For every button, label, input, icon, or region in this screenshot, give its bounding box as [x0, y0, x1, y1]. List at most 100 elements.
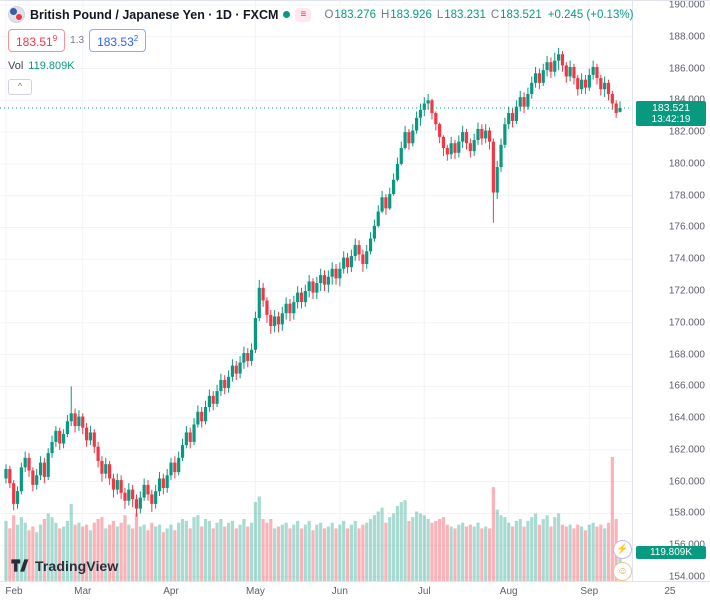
- volume-bar: [568, 524, 572, 581]
- candle-body: [284, 303, 288, 314]
- candle-body: [349, 256, 353, 268]
- volume-bar: [253, 502, 258, 581]
- candle-body: [165, 475, 169, 489]
- candle-body: [399, 148, 403, 164]
- candle-body: [491, 141, 495, 193]
- candle-body: [42, 462, 46, 477]
- symbol-title[interactable]: British Pound / Japanese Yen · 1D · FXCM: [30, 7, 279, 22]
- volume-bar: [276, 526, 281, 581]
- volume-bar: [388, 517, 392, 581]
- volume-bar: [480, 528, 484, 581]
- candle-body: [142, 484, 146, 498]
- candle-body: [246, 352, 250, 361]
- news-badge-icon[interactable]: ≡: [295, 7, 312, 22]
- candle-body: [441, 136, 446, 148]
- volume-bar: [154, 526, 158, 581]
- volume-bar: [184, 520, 188, 581]
- candle-body: [12, 483, 16, 504]
- emoji-button[interactable]: ☺: [613, 562, 632, 581]
- time-axis-label: 25: [664, 586, 676, 597]
- volume-bar: [146, 530, 150, 581]
- candle-body: [461, 132, 465, 142]
- volume-bar: [200, 526, 204, 581]
- volume-bar: [226, 522, 231, 581]
- volume-bar: [96, 519, 100, 581]
- open-value: 183.276: [334, 8, 376, 21]
- volume-bar: [127, 524, 131, 581]
- candle-body: [65, 421, 69, 434]
- volume-bar: [376, 511, 380, 581]
- candle-body: [50, 441, 54, 454]
- volume-bar: [223, 526, 227, 581]
- volume-bar: [476, 522, 480, 581]
- candle-body: [61, 434, 66, 444]
- candle-body: [15, 491, 20, 504]
- candle-body: [326, 276, 330, 285]
- candle-body: [35, 475, 39, 485]
- candle-body: [253, 318, 258, 350]
- tradingview-logo[interactable]: TradingView: [10, 556, 118, 575]
- volume-bar: [299, 528, 304, 581]
- volume-bar: [123, 515, 127, 581]
- volume-bar: [472, 526, 476, 581]
- volume-bar: [307, 520, 311, 581]
- candle-body: [484, 130, 488, 139]
- price-axis-label: 162.000: [668, 444, 705, 456]
- volume-bar: [169, 524, 173, 581]
- volume-bar: [357, 528, 361, 581]
- buy-button[interactable]: 183.532: [89, 29, 147, 52]
- price-axis-label: 154.000: [668, 571, 705, 583]
- volume-bar: [587, 524, 591, 581]
- candle-body: [430, 100, 434, 114]
- candle-body: [58, 430, 62, 444]
- lightning-button[interactable]: ⚡: [613, 540, 632, 559]
- candle-body: [487, 130, 492, 142]
- time-axis-label: Jun: [331, 586, 348, 597]
- candle-body: [553, 60, 557, 72]
- volume-bar: [61, 526, 66, 581]
- candle-body: [353, 244, 357, 257]
- volume-bar: [484, 526, 488, 581]
- volume-bar: [503, 517, 507, 581]
- candle-body: [211, 395, 215, 404]
- volume-bar: [46, 513, 50, 581]
- last-price-value: 183.521: [652, 101, 690, 114]
- candle-body: [560, 54, 565, 66]
- candle-body: [192, 424, 196, 442]
- candle-body: [215, 391, 219, 404]
- time-axis-label: May: [245, 586, 265, 597]
- volume-bar: [380, 507, 384, 581]
- price-axis[interactable]: 190.000 188.000 186.000 184.000 182.000 180.0…: [632, 1, 710, 583]
- sell-button[interactable]: 183.519: [8, 29, 66, 52]
- collapse-legend-button[interactable]: ^: [8, 79, 32, 95]
- volume-bar: [518, 519, 522, 581]
- volume-bar: [368, 519, 373, 581]
- candle-body: [357, 244, 361, 255]
- candle-body: [457, 141, 461, 153]
- candle-body: [365, 251, 369, 264]
- candle-body: [207, 395, 211, 407]
- candle-body: [123, 492, 127, 501]
- candle-body: [230, 365, 235, 377]
- candle-body: [288, 303, 292, 314]
- volume-bar: [81, 526, 85, 581]
- bar-countdown: 13:42:19: [651, 113, 691, 125]
- price-axis-label: 174.000: [668, 253, 705, 265]
- candle-body: [134, 499, 139, 509]
- volume-bar: [246, 526, 250, 581]
- candle-body: [338, 268, 342, 279]
- candle-body: [530, 82, 534, 94]
- price-axis-label: 164.000: [668, 412, 705, 424]
- volume-bar: [180, 519, 185, 581]
- volume-bar: [349, 524, 353, 581]
- candle-body: [537, 73, 542, 83]
- sell-price: 183.51: [16, 35, 53, 49]
- candle-body: [173, 462, 177, 473]
- volume-bar: [188, 528, 192, 581]
- volume-bar: [606, 522, 611, 581]
- volume-bar: [131, 528, 135, 581]
- volume-bar: [603, 528, 607, 581]
- time-axis[interactable]: Feb Mar Apr May Jun Jul Aug Sep 25: [0, 581, 710, 600]
- candlestick-chart[interactable]: [0, 1, 632, 581]
- volume-bar: [296, 520, 300, 581]
